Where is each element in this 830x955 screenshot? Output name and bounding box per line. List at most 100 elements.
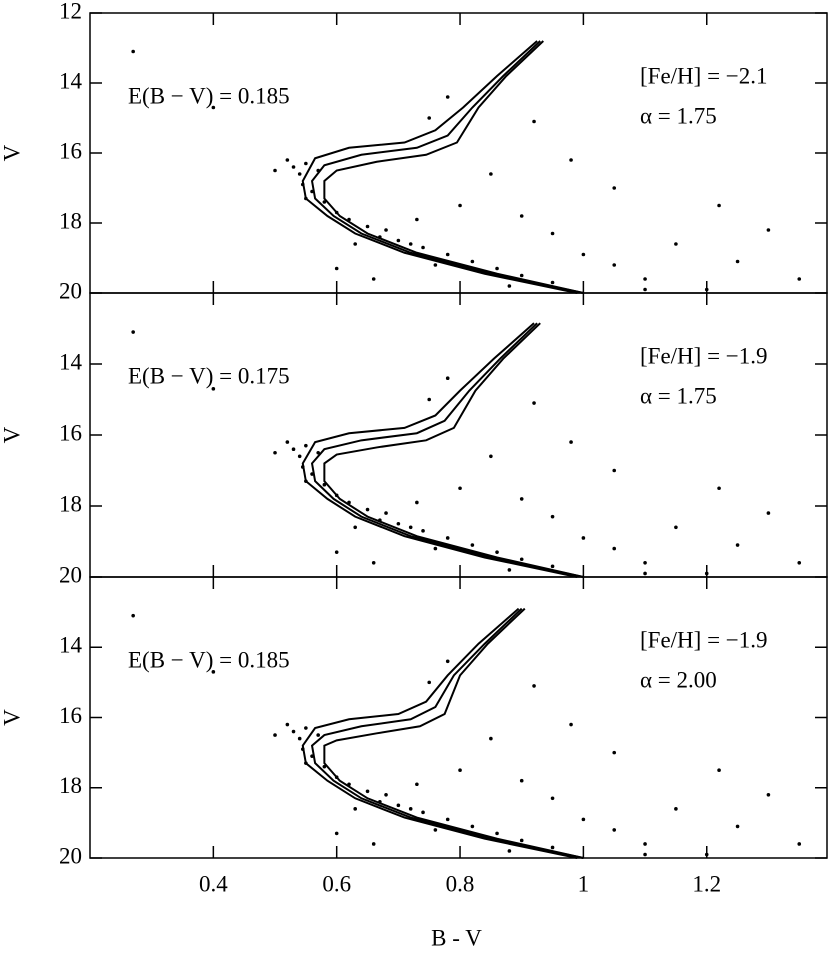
star-point — [396, 803, 401, 808]
star-point — [396, 521, 401, 526]
star-point — [334, 831, 339, 836]
star-point — [433, 828, 438, 832]
star-point — [550, 796, 555, 801]
star-point — [322, 200, 327, 204]
star-point — [334, 550, 339, 554]
star-point — [310, 472, 314, 476]
star-point — [384, 511, 388, 515]
star-point — [470, 824, 475, 829]
star-point — [519, 838, 524, 843]
star-point — [316, 733, 320, 737]
star-point — [322, 482, 327, 487]
star-point — [704, 287, 709, 292]
star-point — [797, 277, 802, 281]
y-tick-label: 20 — [59, 562, 82, 587]
star-point — [347, 500, 351, 505]
y-tick-label: 18 — [59, 773, 82, 798]
y-tick-label: 14 — [59, 68, 83, 93]
star-point — [310, 754, 314, 758]
isochrone — [301, 40, 578, 294]
star-point — [297, 454, 302, 459]
star-point — [458, 203, 462, 208]
y-axis-label: V — [0, 709, 24, 726]
star-point — [304, 196, 308, 201]
star-point — [304, 479, 308, 483]
star-point — [353, 525, 357, 530]
star-point — [371, 842, 376, 846]
star-point — [371, 277, 376, 281]
star-point — [347, 782, 351, 787]
star-point — [415, 217, 419, 222]
y-tick-label: 18 — [59, 491, 82, 516]
annotation: [Fe/H] = −1.9 — [640, 343, 768, 368]
star-point — [365, 507, 370, 512]
star-point — [427, 680, 432, 685]
star-point — [674, 525, 678, 530]
y-axis-label: V — [0, 144, 24, 161]
star-point — [495, 831, 499, 836]
star-point — [735, 824, 740, 829]
star-point — [643, 852, 647, 857]
star-point — [612, 546, 617, 551]
star-point — [507, 568, 512, 572]
star-point — [569, 722, 573, 727]
star-point — [612, 468, 617, 473]
star-point — [211, 105, 216, 110]
star-point — [489, 172, 493, 176]
star-point — [532, 684, 536, 688]
star-point — [384, 228, 388, 232]
annotation: [Fe/H] = −2.1 — [640, 63, 768, 88]
y-tick-label: 20 — [59, 843, 82, 868]
star-point — [445, 95, 450, 99]
star-point — [550, 845, 555, 850]
y-tick-label: 16 — [59, 703, 82, 728]
star-point — [643, 842, 647, 846]
star-point — [643, 277, 647, 281]
star-point — [334, 493, 339, 498]
star-point — [310, 189, 314, 194]
star-point — [489, 454, 493, 459]
star-point — [300, 747, 305, 751]
isochrone — [301, 322, 578, 578]
star-point — [334, 210, 339, 215]
isochrone — [323, 40, 584, 294]
star-point — [421, 810, 425, 815]
x-tick-label: 1.2 — [692, 871, 721, 896]
annotation: E(B − V) = 0.185 — [128, 647, 290, 672]
annotation: [Fe/H] = −1.9 — [640, 627, 768, 652]
star-point — [643, 561, 647, 565]
annotation: α = 1.75 — [640, 103, 717, 128]
star-point — [371, 561, 376, 565]
star-point — [717, 768, 721, 772]
star-point — [704, 852, 709, 857]
star-point — [797, 561, 802, 565]
star-point — [334, 266, 339, 271]
star-point — [353, 242, 357, 246]
star-point — [766, 228, 771, 232]
star-point — [507, 849, 512, 853]
star-point — [581, 536, 586, 540]
star-point — [131, 613, 135, 618]
star-point — [334, 775, 339, 780]
star-point — [291, 729, 296, 734]
x-axis-label: B - V — [431, 925, 482, 950]
star-point — [581, 252, 586, 257]
star-point — [569, 158, 573, 162]
star-point — [519, 214, 524, 218]
star-point — [353, 807, 357, 811]
star-point — [643, 571, 647, 576]
star-point — [495, 266, 499, 271]
star-point — [445, 376, 450, 381]
star-point — [378, 518, 382, 522]
star-point — [316, 450, 320, 455]
y-tick-label: 16 — [59, 420, 82, 445]
y-tick-label: 20 — [59, 278, 82, 303]
y-axis-label: V — [0, 426, 24, 443]
star-point — [285, 440, 290, 444]
star-point — [273, 168, 277, 173]
plot-frame — [89, 576, 828, 859]
star-point — [291, 447, 296, 452]
star-point — [322, 764, 327, 769]
plot-frame — [89, 292, 828, 578]
